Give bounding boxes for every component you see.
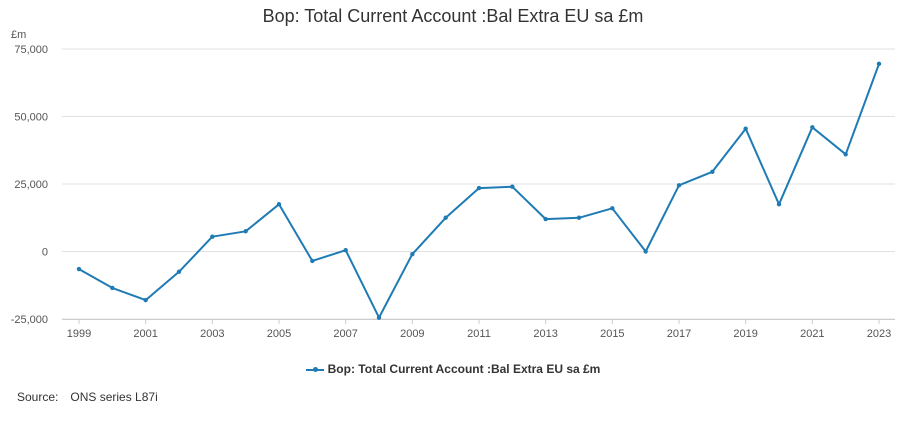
x-tick-label: 2001 — [133, 328, 157, 340]
source-value: ONS series L87i — [70, 390, 158, 404]
data-point — [243, 229, 248, 234]
data-point — [676, 183, 682, 188]
x-tick-label: 2021 — [800, 328, 824, 340]
x-tick-label: 2019 — [733, 328, 757, 340]
data-point — [876, 61, 882, 67]
data-point — [376, 315, 382, 320]
series-line — [76, 61, 882, 320]
series-line-path — [78, 63, 880, 319]
data-point — [710, 169, 715, 175]
data-point — [110, 285, 115, 291]
y-axis-unit-label: £m — [11, 29, 26, 41]
y-tick-label: -25,000 — [11, 314, 48, 326]
x-tick-label: 2015 — [600, 328, 624, 340]
data-point — [276, 202, 282, 207]
legend-swatch — [305, 365, 324, 375]
x-tick-label: 2003 — [200, 328, 224, 340]
y-tick-label: 0 — [42, 247, 48, 259]
data-point — [443, 215, 448, 220]
source-note: Source: ONS series L87i — [17, 390, 158, 404]
data-point — [210, 234, 215, 239]
x-tick-label: 2017 — [667, 328, 691, 340]
x-tick-label: 2013 — [533, 328, 557, 340]
x-tick-label: 2007 — [333, 328, 357, 340]
data-point — [776, 202, 782, 207]
data-point — [576, 215, 582, 220]
y-tick-label: 50,000 — [14, 112, 48, 124]
legend-label: Bop: Total Current Account :Bal Extra EU… — [327, 362, 601, 376]
chart-title: Bop: Total Current Account :Bal Extra EU… — [262, 6, 644, 26]
data-point — [543, 216, 548, 222]
data-point — [510, 184, 515, 189]
data-point — [843, 152, 848, 157]
data-point — [143, 297, 148, 303]
data-point — [476, 185, 482, 191]
data-point — [610, 206, 615, 211]
x-axis: 1999 2001 2003 2005 2007 2009 2011 2013 2015 2017… — [62, 319, 895, 340]
x-tick-label: 2011 — [467, 328, 491, 340]
data-point — [76, 266, 82, 272]
y-tick-label: 75,000 — [14, 44, 48, 56]
data-point — [343, 247, 348, 253]
x-tick-label: 2005 — [267, 328, 291, 340]
y-tick-label: 25,000 — [14, 179, 48, 191]
data-point — [743, 126, 748, 131]
legend: Bop: Total Current Account :Bal Extra EU… — [0, 362, 906, 376]
data-point — [810, 125, 815, 130]
y-axis: -25,000 0 25,000 50,000 75,000 — [11, 44, 48, 326]
data-point — [176, 269, 182, 274]
data-point — [310, 258, 315, 264]
data-point — [643, 249, 648, 254]
data-point — [410, 252, 415, 257]
x-tick-label: 2009 — [400, 328, 424, 340]
source-label: Source: — [17, 390, 59, 404]
x-tick-label: 1999 — [67, 328, 91, 340]
x-tick-label: 2023 — [867, 328, 891, 340]
